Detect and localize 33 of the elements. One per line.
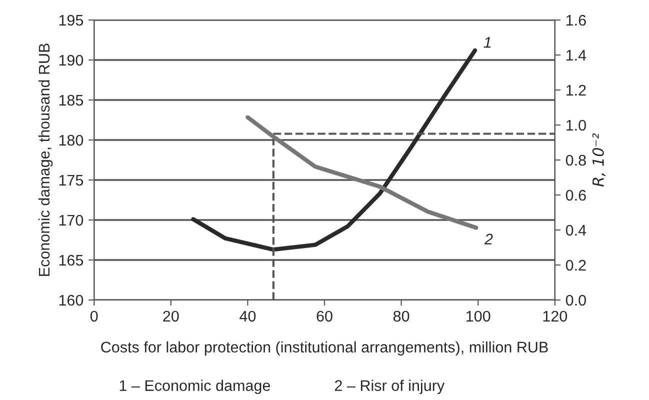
y2-tick-label: 1.0 [566, 120, 586, 131]
y-tick-label: 185 [59, 94, 84, 106]
x-tick-label: 120 [543, 310, 568, 322]
y-tick-label: 170 [59, 214, 84, 226]
y-tick-label: 190 [59, 54, 84, 66]
x-tick-label: 100 [466, 310, 490, 322]
x-tick-label: 0 [90, 310, 98, 322]
y-tick-label: 175 [59, 175, 84, 186]
series-label: 1 [484, 37, 491, 48]
series-label: 2 [484, 234, 493, 244]
y-tick-label: 180 [59, 134, 84, 146]
text: 1 – Economic damage [120, 380, 270, 394]
y2-tick-label: 0.2 [566, 260, 586, 271]
x-tick-label: 80 [393, 310, 410, 322]
y2-tick-label: 1.4 [566, 50, 586, 61]
text: 2 – Risr of injury [334, 380, 445, 394]
y2-tick-label: 0.0 [566, 294, 586, 306]
y2-tick-label: 1.2 [566, 84, 586, 96]
y-tick-label: 165 [59, 254, 84, 266]
y2-axis-title: R, 10⁻² [592, 133, 606, 187]
y2-tick-label: 0.6 [566, 190, 586, 201]
line-series [246, 115, 478, 230]
x-tick-label: 40 [240, 310, 256, 322]
x-tick-label: 20 [163, 310, 179, 322]
y-tick-label: 195 [59, 14, 84, 26]
y2-tick-label: 0.4 [566, 224, 586, 236]
y-axis-title: Economic damage, thousand RUB [38, 44, 53, 276]
y-tick-label: 160 [59, 294, 84, 306]
line-series [191, 48, 478, 252]
x-axis-title: Costs for labor protection (institutional arrangements), million RUB [101, 341, 548, 356]
y2-tick-label: 1.6 [566, 14, 586, 26]
x-tick-label: 60 [316, 310, 332, 322]
y2-tick-label: 0.8 [566, 154, 586, 166]
